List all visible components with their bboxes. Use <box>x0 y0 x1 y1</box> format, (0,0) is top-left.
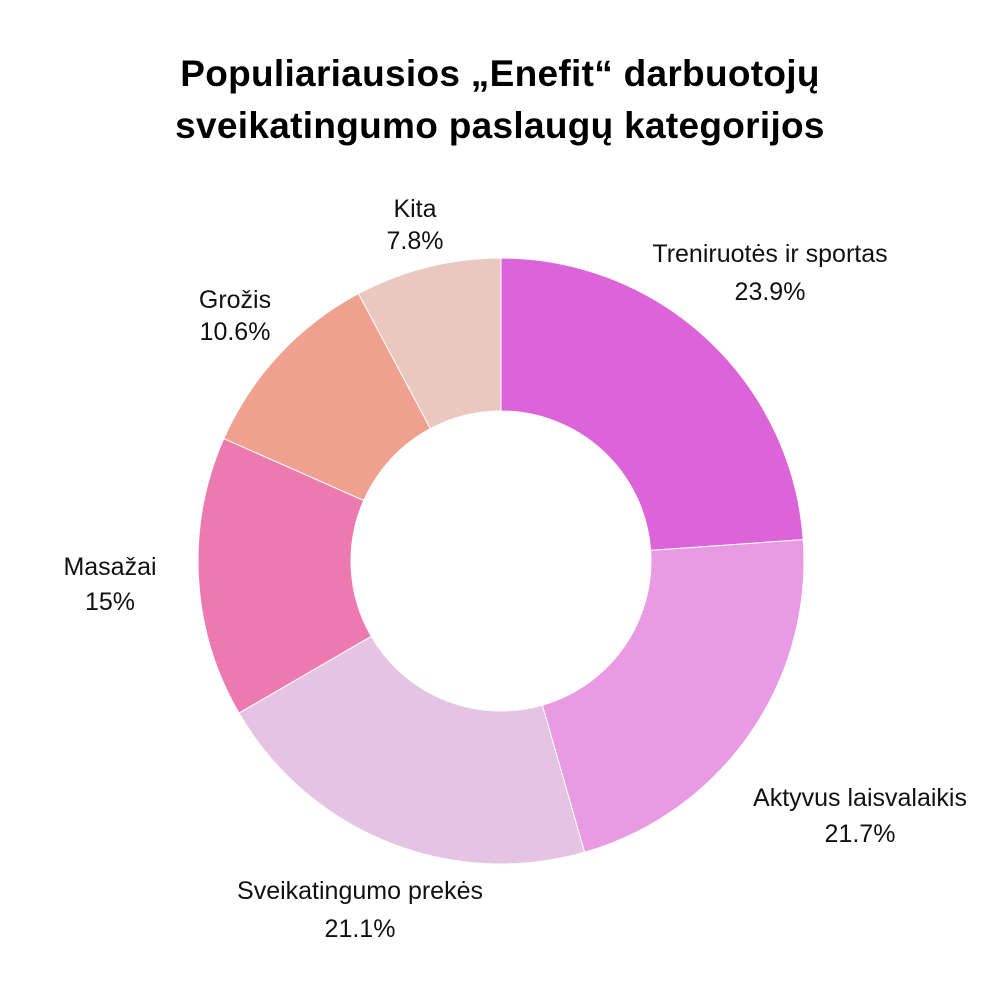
slice-label-3: Masažai <box>63 553 156 581</box>
slice-0 <box>500 257 804 551</box>
slice-value-5: 7.8% <box>387 227 444 255</box>
slice-label-5: Kita <box>393 195 436 223</box>
chart-title: Populiariausios „Enefit“ darbuotojų svei… <box>0 48 1000 152</box>
slice-value-1: 21.7% <box>825 820 896 848</box>
slice-5 <box>357 257 502 430</box>
slice-1 <box>541 539 805 853</box>
slice-label-1: Aktyvus laisvalaikis <box>753 784 967 812</box>
slice-value-2: 21.1% <box>325 915 396 943</box>
slice-3 <box>197 437 372 714</box>
slice-label-4: Grožis <box>199 286 271 314</box>
slice-value-3: 15% <box>85 588 135 616</box>
slice-value-0: 23.9% <box>735 278 806 306</box>
slice-value-4: 10.6% <box>200 318 271 346</box>
slice-label-2: Sveikatingumo prekės <box>237 877 483 905</box>
title-line-1: Populiariausios „Enefit“ darbuotojų <box>180 53 820 94</box>
slice-2 <box>238 635 586 865</box>
title-line-2: sveikatingumo paslaugų kategorijos <box>175 105 825 146</box>
slice-label-0: Treniruotės ir sportas <box>652 240 887 268</box>
